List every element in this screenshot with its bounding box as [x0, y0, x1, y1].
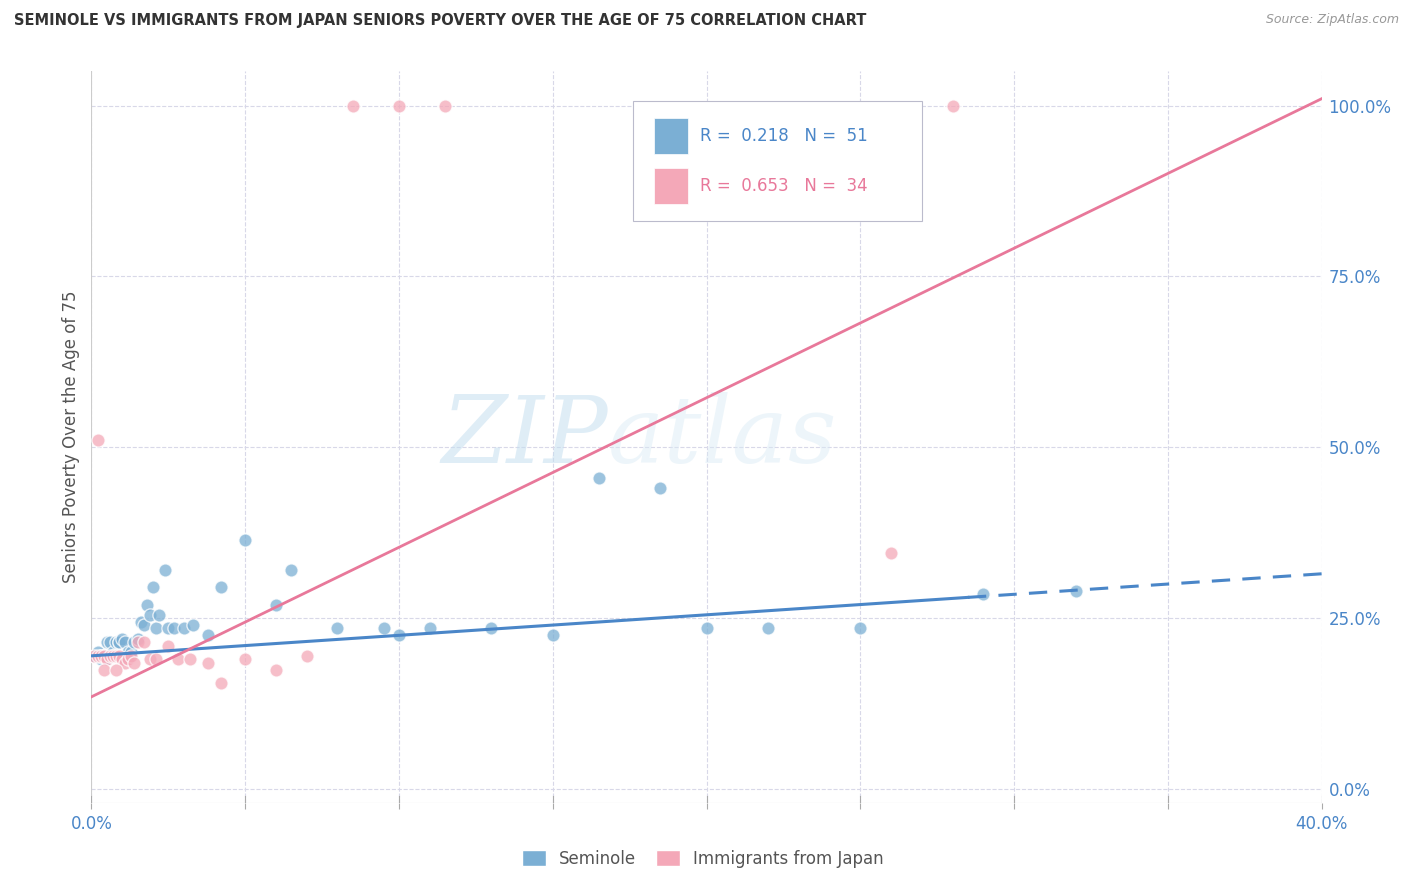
Point	[972, 587, 994, 601]
Point	[756, 622, 779, 636]
Point	[98, 635, 121, 649]
Point	[139, 652, 162, 666]
Point	[96, 652, 118, 666]
Point	[157, 639, 180, 653]
Point	[93, 648, 115, 663]
Point	[90, 648, 112, 663]
Point	[326, 622, 349, 636]
Y-axis label: Seniors Poverty Over the Age of 75: Seniors Poverty Over the Age of 75	[62, 291, 80, 583]
Point	[264, 663, 287, 677]
Text: SEMINOLE VS IMMIGRANTS FROM JAPAN SENIORS POVERTY OVER THE AGE OF 75 CORRELATION: SEMINOLE VS IMMIGRANTS FROM JAPAN SENIOR…	[14, 13, 866, 29]
Point	[129, 615, 152, 629]
Point	[117, 645, 139, 659]
Point	[157, 622, 180, 636]
Point	[101, 645, 124, 659]
Point	[142, 581, 165, 595]
Point	[880, 546, 903, 560]
Point	[93, 663, 115, 677]
Point	[153, 563, 177, 577]
Point	[388, 628, 411, 642]
Point	[105, 648, 127, 663]
Point	[117, 652, 139, 666]
Point	[163, 622, 186, 636]
Point	[650, 481, 672, 495]
Point	[209, 676, 232, 690]
Point	[197, 656, 219, 670]
Point	[120, 648, 142, 663]
FancyBboxPatch shape	[633, 101, 922, 221]
Point	[124, 656, 146, 670]
Text: R =  0.653   N =  34: R = 0.653 N = 34	[700, 177, 868, 195]
Point	[114, 635, 136, 649]
Point	[264, 598, 287, 612]
Point	[108, 648, 131, 663]
Point	[139, 607, 162, 622]
Point	[179, 652, 201, 666]
Point	[197, 628, 219, 642]
Point	[181, 618, 204, 632]
Point	[108, 635, 131, 649]
Point	[93, 648, 115, 663]
Point	[86, 648, 108, 663]
Point	[209, 581, 232, 595]
Text: ZIP: ZIP	[441, 392, 607, 482]
Point	[105, 635, 127, 649]
Point	[696, 622, 718, 636]
Point	[388, 98, 411, 112]
Point	[434, 98, 457, 112]
Point	[233, 652, 256, 666]
Text: Source: ZipAtlas.com: Source: ZipAtlas.com	[1265, 13, 1399, 27]
Point	[124, 635, 146, 649]
Bar	[654, 118, 688, 154]
Text: R =  0.218   N =  51: R = 0.218 N = 51	[700, 127, 868, 145]
Point	[233, 533, 256, 547]
Point	[90, 652, 112, 666]
Point	[145, 652, 167, 666]
Point	[373, 622, 395, 636]
Point	[83, 648, 105, 663]
Point	[166, 652, 188, 666]
Point	[111, 648, 134, 663]
Point	[127, 632, 149, 646]
Point	[101, 648, 124, 663]
Point	[98, 648, 121, 663]
Point	[111, 652, 134, 666]
Point	[295, 648, 318, 663]
Point	[108, 635, 131, 649]
Point	[280, 563, 302, 577]
Point	[1064, 583, 1087, 598]
Point	[541, 628, 564, 642]
Point	[101, 648, 124, 663]
Point	[132, 618, 155, 632]
Point	[479, 622, 502, 636]
Point	[90, 648, 112, 663]
Legend: Seminole, Immigrants from Japan: Seminole, Immigrants from Japan	[516, 844, 890, 875]
Bar	[654, 168, 688, 204]
Point	[173, 622, 195, 636]
Point	[114, 656, 136, 670]
Point	[111, 632, 134, 646]
Point	[105, 648, 127, 663]
Point	[145, 622, 167, 636]
Point	[120, 645, 142, 659]
Point	[419, 622, 441, 636]
Point	[135, 598, 157, 612]
Point	[96, 652, 118, 666]
Point	[342, 98, 364, 112]
Point	[96, 635, 118, 649]
Point	[588, 471, 610, 485]
Point	[86, 434, 108, 448]
Point	[83, 648, 105, 663]
Point	[86, 645, 108, 659]
Point	[148, 607, 170, 622]
Point	[105, 663, 127, 677]
Text: atlas: atlas	[607, 392, 838, 482]
Point	[849, 622, 872, 636]
Point	[132, 635, 155, 649]
Point	[942, 98, 965, 112]
Point	[127, 635, 149, 649]
